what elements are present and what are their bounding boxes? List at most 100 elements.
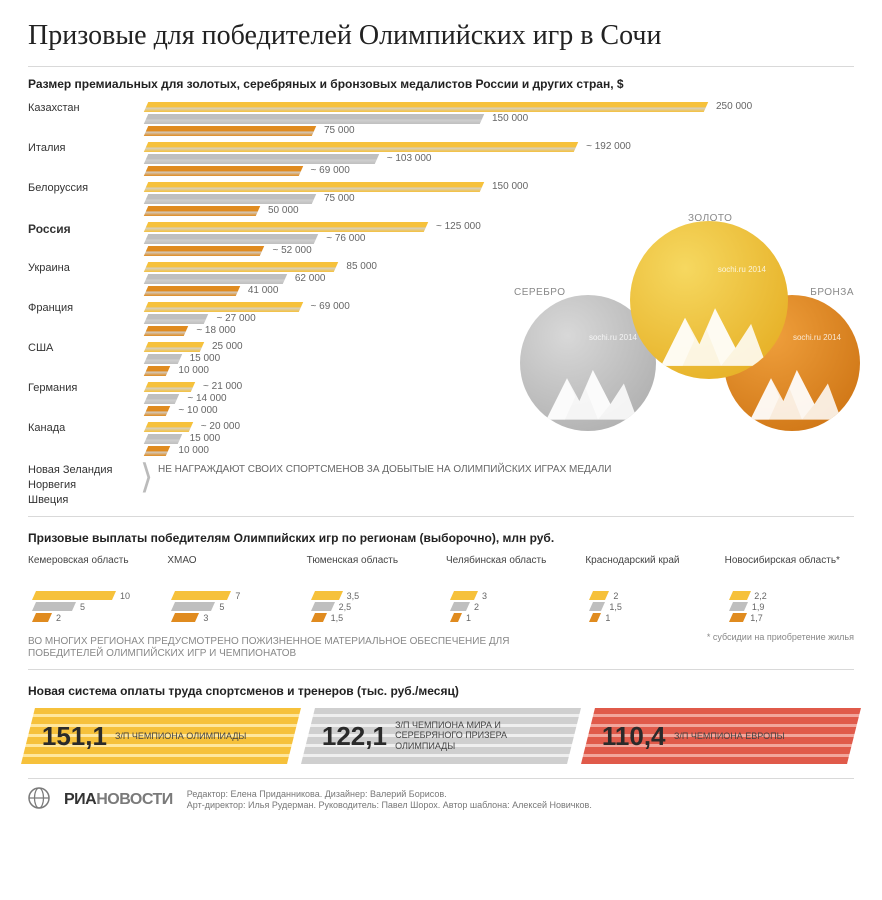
credits-line1: Редактор: Елена Приданникова. Дизайнер: …: [187, 789, 592, 801]
regions-note: ВО МНОГИХ РЕГИОНАХ ПРЕДУСМОТРЕНО ПОЖИЗНЕ…: [28, 636, 524, 661]
ria-logo-b: НОВОСТИ: [96, 791, 173, 808]
medal-circles: ЗОЛОТО СЕРЕБРО БРОНЗА sochi.ru 2014 soch…: [500, 217, 860, 477]
bar-value-label: ~ 103 000: [387, 153, 432, 164]
region: Кемеровская область 1052: [28, 555, 157, 624]
bar-value-label: ~ 20 000: [201, 421, 240, 432]
region-bar-label: 3: [482, 591, 487, 601]
region-bar-bronze: 2: [28, 613, 157, 623]
medal-brand: sochi.ru 2014: [589, 333, 637, 342]
divider: [28, 669, 854, 670]
bar-gold-shape: [144, 382, 195, 392]
country-label: Канада: [28, 421, 140, 434]
region-bar-bronze: 1: [446, 613, 575, 623]
country-label: Германия: [28, 381, 140, 394]
region-bar-label: 5: [80, 602, 85, 612]
salary-title: Новая система оплаты труда спортсменов и…: [28, 684, 854, 698]
divider: [28, 516, 854, 517]
bar-value-label: 41 000: [248, 285, 279, 296]
divider: [28, 66, 854, 67]
bar-silver: 75 000: [140, 193, 854, 204]
bar-value-label: ~ 10 000: [178, 405, 217, 416]
bar-value-label: ~ 69 000: [311, 301, 350, 312]
region-bar-silver: 2: [446, 602, 575, 612]
region-bar-silver: 1,9: [725, 602, 854, 612]
bar-value-label: 50 000: [268, 205, 299, 216]
salary-value: 110,4: [602, 720, 666, 751]
bar-value-label: ~ 192 000: [586, 141, 631, 152]
bar-silver-shape: [144, 314, 209, 324]
bar-value-label: ~ 69 000: [311, 165, 350, 176]
bar-gold-shape: [144, 302, 303, 312]
salary-block: 122,1З/П ЧЕМПИОНА МИРА И СЕРЕБРЯНОГО ПРИ…: [301, 708, 581, 764]
salary-row: 151,1З/П ЧЕМПИОНА ОЛИМПИАДЫ122,1З/П ЧЕМП…: [28, 708, 854, 764]
bar-gold-shape: [144, 422, 193, 432]
bar-bronze-shape: [144, 366, 171, 376]
region-name: Тюменская область: [307, 555, 436, 581]
bar-value-label: ~ 52 000: [272, 245, 311, 256]
bar-value-label: ~ 21 000: [203, 381, 242, 392]
main-chart-subtitle: Размер премиальных для золотых, серебрян…: [28, 77, 854, 91]
region-bar-label: 3: [203, 613, 208, 623]
bar-gold: ~ 192 000: [140, 141, 854, 152]
bar-bronze-shape: [144, 166, 303, 176]
country-label: Украина: [28, 261, 140, 274]
bar-silver-shape: [144, 194, 316, 204]
bar-silver-shape: [144, 394, 180, 404]
medal-gold: sochi.ru 2014: [630, 221, 788, 379]
bar-silver-shape: [144, 154, 379, 164]
region-bar-bronze: 3: [167, 613, 296, 623]
bar-value-label: 85 000: [346, 261, 377, 272]
bar-bronze-shape: [144, 206, 260, 216]
salary-text: З/П ЧЕМПИОНА ЕВРОПЫ: [674, 731, 785, 741]
country-label: Белоруссия: [28, 181, 140, 194]
ria-logo-text: РИАНОВОСТИ: [64, 791, 173, 809]
no-award-countries: Новая ЗеландияНорвегияШвеция: [28, 463, 140, 508]
country-label: Франция: [28, 301, 140, 314]
globe-icon: [28, 787, 50, 809]
country-row: Италия~ 192 000~ 103 000~ 69 000: [28, 141, 854, 177]
bar-bronze: ~ 69 000: [140, 165, 854, 176]
region: Краснодарский край21,51: [585, 555, 714, 624]
region-bar-silver: 2,5: [307, 602, 436, 612]
bar-gold-shape: [144, 222, 428, 232]
region-bar-label: 1,5: [609, 602, 622, 612]
bar-silver-shape: [144, 234, 319, 244]
region-bar-label: 1: [605, 613, 610, 623]
region-bar-bronze: 1,7: [725, 613, 854, 623]
bar-silver-shape: [144, 354, 182, 364]
regions-asterisk: * субсидии на приобретение жилья: [544, 632, 854, 643]
bar-value-label: ~ 76 000: [326, 233, 365, 244]
bar-bronze-shape: [144, 406, 171, 416]
regions-title: Призовые выплаты победителям Олимпийских…: [28, 531, 854, 545]
region-bar-label: 2: [613, 591, 618, 601]
bar-silver-shape: [144, 114, 484, 124]
region-bar-label: 3,5: [347, 591, 360, 601]
region-bar-label: 1,7: [750, 613, 763, 623]
salary-text: З/П ЧЕМПИОНА МИРА И СЕРЕБРЯНОГО ПРИЗЕРА …: [395, 720, 564, 751]
bar-silver: 150 000: [140, 113, 854, 124]
bar-value-label: 25 000: [212, 341, 243, 352]
medal-brand: sochi.ru 2014: [718, 265, 766, 274]
bar-value-label: 15 000: [190, 433, 221, 444]
region-name: Челябинская область: [446, 555, 575, 581]
region-bar-bronze: 1,5: [307, 613, 436, 623]
credits: Редактор: Елена Приданникова. Дизайнер: …: [187, 789, 592, 812]
brace-icon: ⟩: [140, 463, 153, 494]
bar-bronze: 50 000: [140, 205, 854, 216]
bar-value-label: 75 000: [324, 193, 355, 204]
country-label: Россия: [28, 221, 140, 236]
region-bar-gold: 7: [167, 591, 296, 601]
bar-value-label: 62 000: [295, 273, 326, 284]
medal-label-bronze: БРОНЗА: [810, 287, 854, 298]
region-name: Кемеровская область: [28, 555, 157, 581]
country-label: Казахстан: [28, 101, 140, 114]
bar-value-label: ~ 125 000: [436, 221, 481, 232]
bar-value-label: 10 000: [178, 365, 209, 376]
region-bar-bronze: 1: [585, 613, 714, 623]
region-bar-label: 2,2: [754, 591, 767, 601]
bar-value-label: 150 000: [492, 113, 528, 124]
ria-logo: [28, 787, 50, 814]
region-bar-label: 2: [474, 602, 479, 612]
region-bar-gold: 2: [585, 591, 714, 601]
region-bar-gold: 10: [28, 591, 157, 601]
